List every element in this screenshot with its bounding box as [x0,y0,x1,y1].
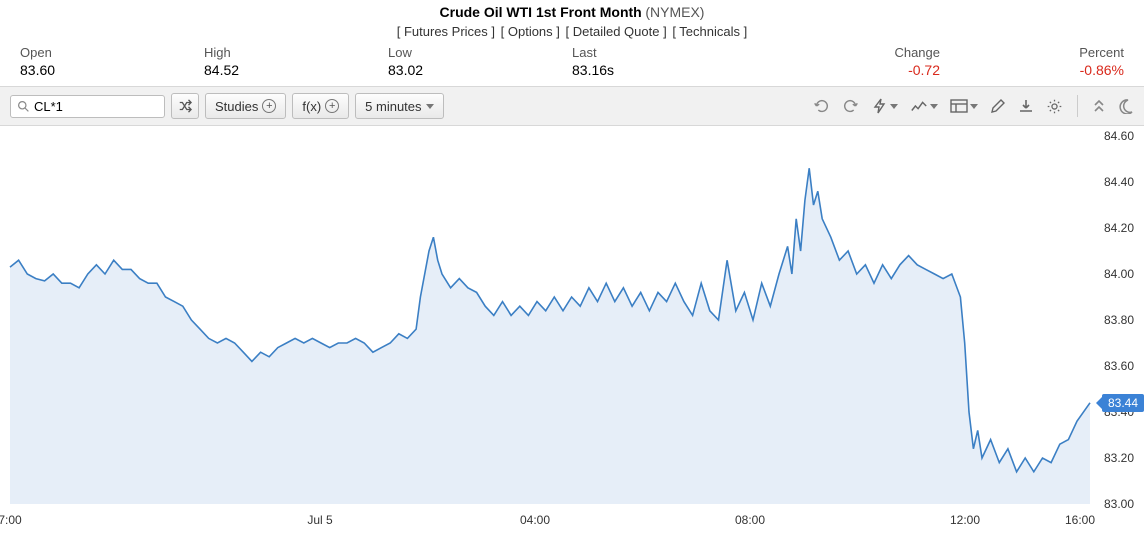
stat-open-value: 83.60 [20,62,204,78]
toolbar-separator [1077,95,1078,117]
pencil-icon [990,98,1006,114]
studies-label: Studies [215,99,258,114]
redo-icon [842,97,860,115]
stat-percent: Percent -0.86% [940,45,1124,78]
svg-text:12:00: 12:00 [950,513,980,527]
studies-button[interactable]: Studies + [205,93,286,119]
current-price-flag: 83.44 [1102,394,1144,412]
stat-high: High 84.52 [204,45,388,78]
exchange-label: (NYMEX) [645,4,704,20]
svg-text:83.20: 83.20 [1104,451,1134,465]
stat-open-label: Open [20,45,204,60]
moon-icon [1118,98,1134,114]
stat-change-label: Change [756,45,940,60]
stat-last: Last 83.16s [572,45,756,78]
stat-change-value: -0.72 [756,62,940,78]
instrument-title: Crude Oil WTI 1st Front Month [440,4,642,20]
svg-text:83.00: 83.00 [1104,497,1134,511]
svg-text:Jul 5: Jul 5 [307,513,333,527]
search-icon [17,100,30,113]
shuffle-icon [178,99,192,113]
svg-text:84.20: 84.20 [1104,221,1134,235]
header-tabs: [ Futures Prices ] [ Options ] [ Detaile… [0,22,1144,41]
chart-type-button[interactable] [910,98,938,114]
stat-percent-label: Percent [940,45,1124,60]
stat-last-label: Last [572,45,756,60]
fx-button[interactable]: f(x) + [292,93,349,119]
fx-label: f(x) [302,99,321,114]
tab-options[interactable]: [ Options ] [501,24,560,39]
chart-canvas: 83.0083.2083.4083.6083.8084.0084.2084.40… [0,126,1144,534]
symbol-input[interactable] [34,99,158,114]
svg-text:84.40: 84.40 [1104,175,1134,189]
download-button[interactable] [1018,98,1034,114]
svg-text:16:00: 16:00 [1065,513,1095,527]
current-price-value: 83.44 [1108,396,1138,410]
chevron-double-up-icon [1092,98,1106,114]
dropdown-icon [426,104,434,109]
svg-text:83.80: 83.80 [1104,313,1134,327]
dropdown-icon [890,104,898,109]
chart-type-icon [910,98,928,114]
svg-text:08:00: 08:00 [735,513,765,527]
layout-button[interactable] [950,99,978,113]
download-icon [1018,98,1034,114]
redo-button[interactable] [842,97,860,115]
svg-text:04:00: 04:00 [520,513,550,527]
price-chart[interactable]: 83.0083.2083.4083.6083.8084.0084.2084.40… [0,126,1144,534]
tab-futures-prices[interactable]: [ Futures Prices ] [397,24,495,39]
stat-high-label: High [204,45,388,60]
svg-text:7:00: 7:00 [0,513,22,527]
tab-technicals[interactable]: [ Technicals ] [672,24,747,39]
theme-button[interactable] [1118,98,1134,114]
stats-row: Open 83.60 High 84.52 Low 83.02 Last 83.… [0,41,1144,86]
collapse-button[interactable] [1092,98,1106,114]
bolt-icon [872,98,888,114]
events-button[interactable] [872,98,898,114]
plus-icon: + [325,99,339,113]
plus-icon: + [262,99,276,113]
stat-last-value: 83.16s [572,62,756,78]
svg-text:83.60: 83.60 [1104,359,1134,373]
stat-high-value: 84.52 [204,62,388,78]
layout-icon [950,99,968,113]
stat-low-label: Low [388,45,572,60]
stat-low-value: 83.02 [388,62,572,78]
chart-header: Crude Oil WTI 1st Front Month (NYMEX) [0,0,1144,22]
interval-button[interactable]: 5 minutes [355,93,443,119]
dropdown-icon [930,104,938,109]
stat-open: Open 83.60 [20,45,204,78]
svg-text:84.00: 84.00 [1104,267,1134,281]
tab-detailed-quote[interactable]: [ Detailed Quote ] [566,24,667,39]
interval-label: 5 minutes [365,99,421,114]
settings-button[interactable] [1046,98,1063,115]
undo-button[interactable] [812,97,830,115]
gear-icon [1046,98,1063,115]
compare-button[interactable] [171,93,199,119]
symbol-search[interactable] [10,95,165,118]
undo-icon [812,97,830,115]
stat-low: Low 83.02 [388,45,572,78]
dropdown-icon [970,104,978,109]
draw-button[interactable] [990,98,1006,114]
svg-text:84.60: 84.60 [1104,129,1134,143]
toolbar-icons [812,95,1134,117]
stat-change: Change -0.72 [756,45,940,78]
stat-percent-value: -0.86% [940,62,1124,78]
chart-toolbar: Studies + f(x) + 5 minutes [0,86,1144,126]
